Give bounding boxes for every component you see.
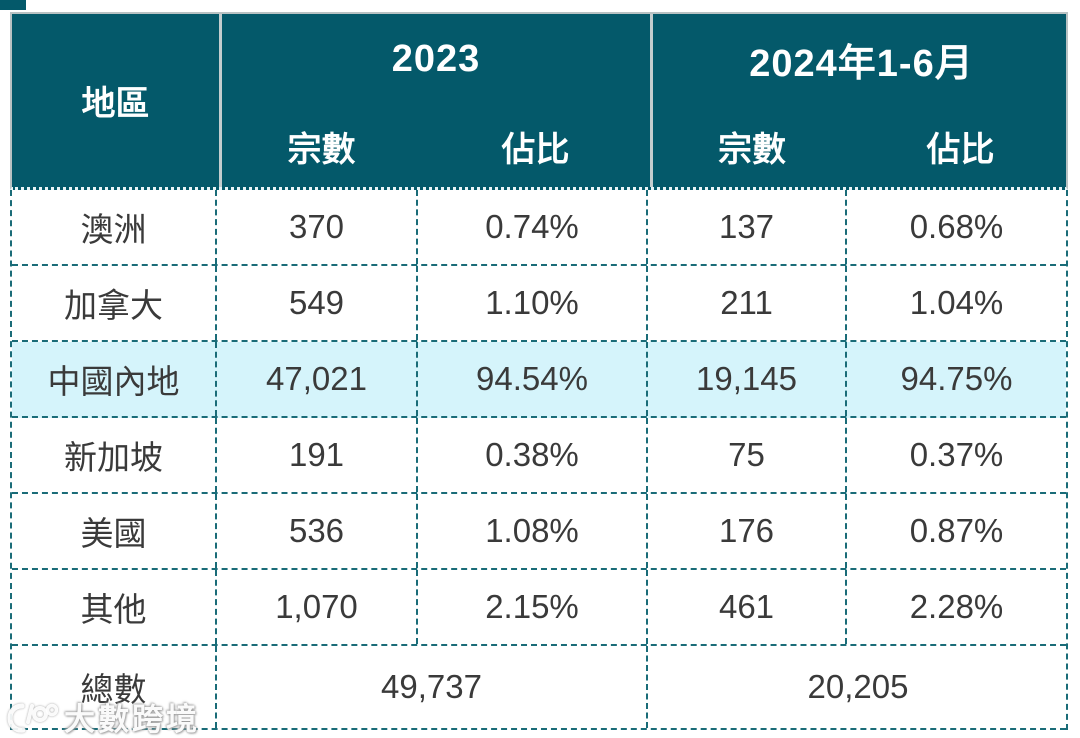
count-2023-cell: 191 (217, 418, 418, 492)
share-2023-cell: 1.10% (418, 266, 648, 340)
share-2024-cell: 0.37% (909, 436, 1004, 473)
share-2024-cell: 94.75% (900, 360, 1013, 397)
table-row-others: 其他 1,070 2.15% 461 2.28% (12, 570, 1066, 646)
subheader-2024-count: 宗數 (718, 130, 786, 169)
table-row-total: 總數 49,737 20,205 (12, 646, 1066, 730)
share-2023-cell: 0.74% (418, 190, 648, 264)
share-2023-cell: 1.08% (418, 494, 648, 568)
header-group-2024: 2024年1-6月 宗數 佔比 (650, 14, 1070, 187)
corner-artifact (0, 0, 26, 10)
region-cell: 新加坡 (12, 418, 217, 492)
subheader-2023-count: 宗數 (287, 130, 356, 169)
total-2024-cell: 20,205 (807, 668, 909, 705)
region-cell: 其他 (12, 570, 217, 644)
subheader-2024-share: 佔比 (926, 130, 995, 169)
count-2024-cell: 176 (648, 494, 847, 568)
table-row-singapore: 新加坡 191 0.38% 75 0.37% (12, 418, 1066, 494)
table-body: 澳洲 370 0.74% 137 0.68% 加拿大 549 1.10% 211… (10, 190, 1068, 730)
share-2024-cell: 0.87% (909, 512, 1004, 549)
header-year-2024: 2024年1-6月 (749, 43, 974, 85)
region-statistics-table: 地區 2023 宗數 佔比 2024年1-6月 宗數 佔比 澳洲 370 (10, 12, 1068, 730)
count-2024-cell: 75 (648, 418, 847, 492)
header-group-2023: 2023 宗數 佔比 (219, 14, 650, 187)
count-2024-cell: 211 (648, 266, 847, 340)
count-2023-cell: 370 (217, 190, 418, 264)
share-2023-cell: 0.38% (418, 418, 648, 492)
total-2023-cell: 49,737 (217, 646, 648, 728)
table-row-canada: 加拿大 549 1.10% 211 1.04% (12, 266, 1066, 342)
share-2023-cell: 2.15% (418, 570, 648, 644)
count-2024-cell: 137 (648, 190, 847, 264)
subheader-row-2023: 宗數 佔比 (222, 105, 650, 187)
count-2024-cell: 461 (648, 570, 847, 644)
share-2023-cell: 94.54% (418, 342, 648, 416)
share-2024-cell: 1.04% (909, 284, 1004, 321)
table-row-mainland-china-highlighted: 中國內地 47,021 94.54% 19,145 94.75% (12, 342, 1066, 418)
table-header: 地區 2023 宗數 佔比 2024年1-6月 宗數 佔比 (10, 12, 1068, 190)
count-2023-cell: 536 (217, 494, 418, 568)
share-2024-cell: 0.68% (909, 208, 1004, 245)
region-cell: 加拿大 (12, 266, 217, 340)
table-row-usa: 美國 536 1.08% 176 0.87% (12, 494, 1066, 570)
header-region: 地區 (81, 85, 150, 123)
subheader-2023-share: 佔比 (501, 130, 570, 169)
header-year-2023: 2023 (391, 38, 481, 80)
count-2023-cell: 47,021 (217, 342, 418, 416)
table-row-australia: 澳洲 370 0.74% 137 0.68% (12, 190, 1066, 266)
subheader-row-2024: 宗數 佔比 (653, 105, 1070, 187)
region-cell: 美國 (12, 494, 217, 568)
share-2024-cell: 2.28% (909, 588, 1004, 625)
region-cell: 澳洲 (12, 190, 217, 264)
total-label-cell: 總數 (12, 646, 217, 728)
count-2023-cell: 549 (217, 266, 418, 340)
count-2024-cell: 19,145 (648, 342, 847, 416)
region-cell: 中國內地 (12, 342, 217, 416)
count-2023-cell: 1,070 (217, 570, 418, 644)
